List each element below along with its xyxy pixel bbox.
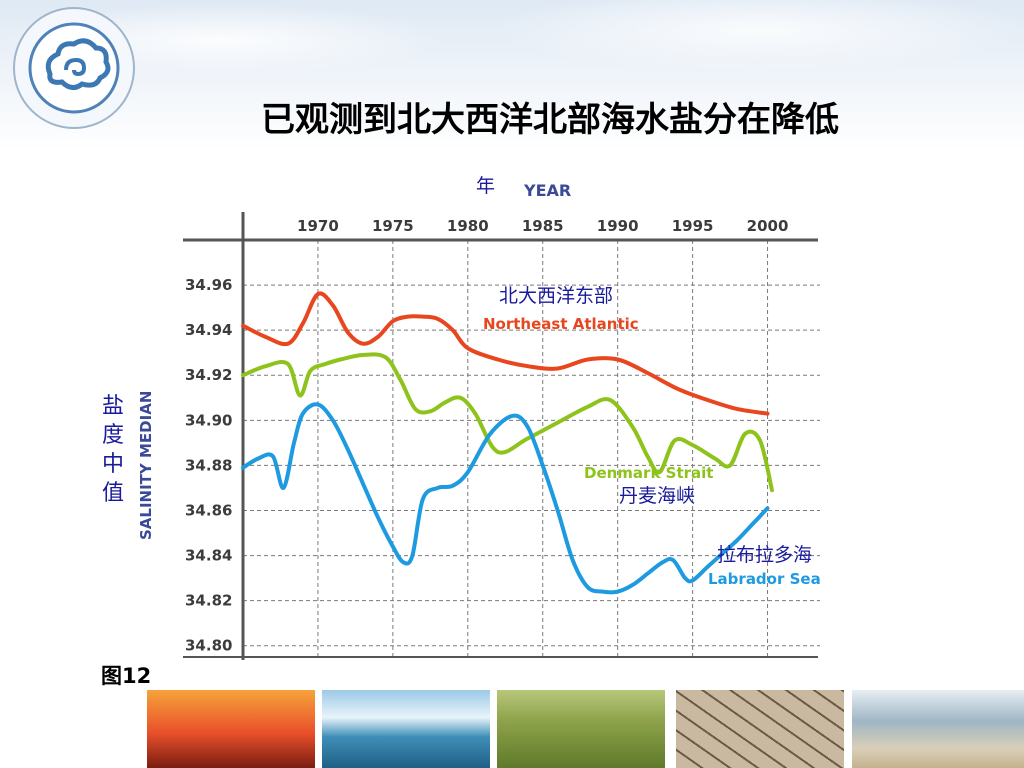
slide-title: 已观测到北大西洋北部海水盐分在降低: [261, 100, 839, 140]
chart-axes: [183, 212, 818, 660]
series-label-labrador-sea: Labrador Sea: [708, 570, 821, 588]
x-axis-label-cn: 年: [476, 175, 495, 197]
chart-lines: [241, 291, 774, 595]
logo-emblem: [13, 7, 135, 129]
series-label-cn-denmark-strait: 丹麦海峡: [619, 485, 695, 507]
x-tick-label: 1990: [597, 217, 639, 235]
x-tick-label: 2000: [747, 217, 789, 235]
series-label-denmark-strait: Denmark Strait: [584, 464, 713, 482]
chart-grid: [243, 240, 820, 657]
beach-wave-photo: [852, 690, 1024, 768]
y-tick-label: 34.86: [185, 501, 232, 519]
figure-label: 图12: [101, 664, 152, 688]
y-tick-label: 34.88: [185, 456, 232, 474]
y-tick-label: 34.96: [185, 276, 232, 294]
y-tick-label: 34.92: [185, 366, 232, 384]
x-tick-label: 1985: [522, 217, 564, 235]
series-line-labrador-sea: [241, 402, 770, 595]
chart-labels: 年 YEAR SALINITY MEDIAN 北大西洋东部 Northeast …: [137, 175, 821, 588]
x-tick-label: 1980: [447, 217, 489, 235]
y-tick-label: 34.80: [185, 637, 232, 655]
x-tick-label: 1975: [372, 217, 414, 235]
series-label-cn-labrador-sea: 拉布拉多海: [717, 544, 812, 566]
y-tick-label: 34.84: [185, 547, 232, 565]
y-axis-label: SALINITY MEDIAN: [137, 391, 155, 540]
iceberg-photo: [322, 690, 490, 768]
series-line-northeast-atlantic: [241, 291, 770, 416]
series-label-cn-northeast-atlantic: 北大西洋东部: [499, 285, 613, 307]
chart-ticks: 34.96 34.94 34.92 34.90 34.88 34.86 34.84 34.82…: [185, 217, 788, 655]
factory-photo: [147, 690, 315, 768]
y-tick-label: 34.82: [185, 592, 232, 610]
y-tick-label: 34.90: [185, 411, 232, 429]
x-axis-label: YEAR: [523, 181, 571, 200]
series-line-denmark-strait: [241, 352, 774, 493]
cracked-earth-photo: [676, 690, 844, 768]
x-tick-label: 1970: [297, 217, 339, 235]
y-tick-label: 34.94: [185, 321, 232, 339]
x-tick-label: 1995: [672, 217, 714, 235]
sky-background: [0, 0, 1024, 150]
series-label-northeast-atlantic: Northeast Atlantic: [483, 315, 639, 333]
y-axis-label-cn: 盐度中值: [101, 394, 124, 506]
crop-field-photo: [497, 690, 665, 768]
